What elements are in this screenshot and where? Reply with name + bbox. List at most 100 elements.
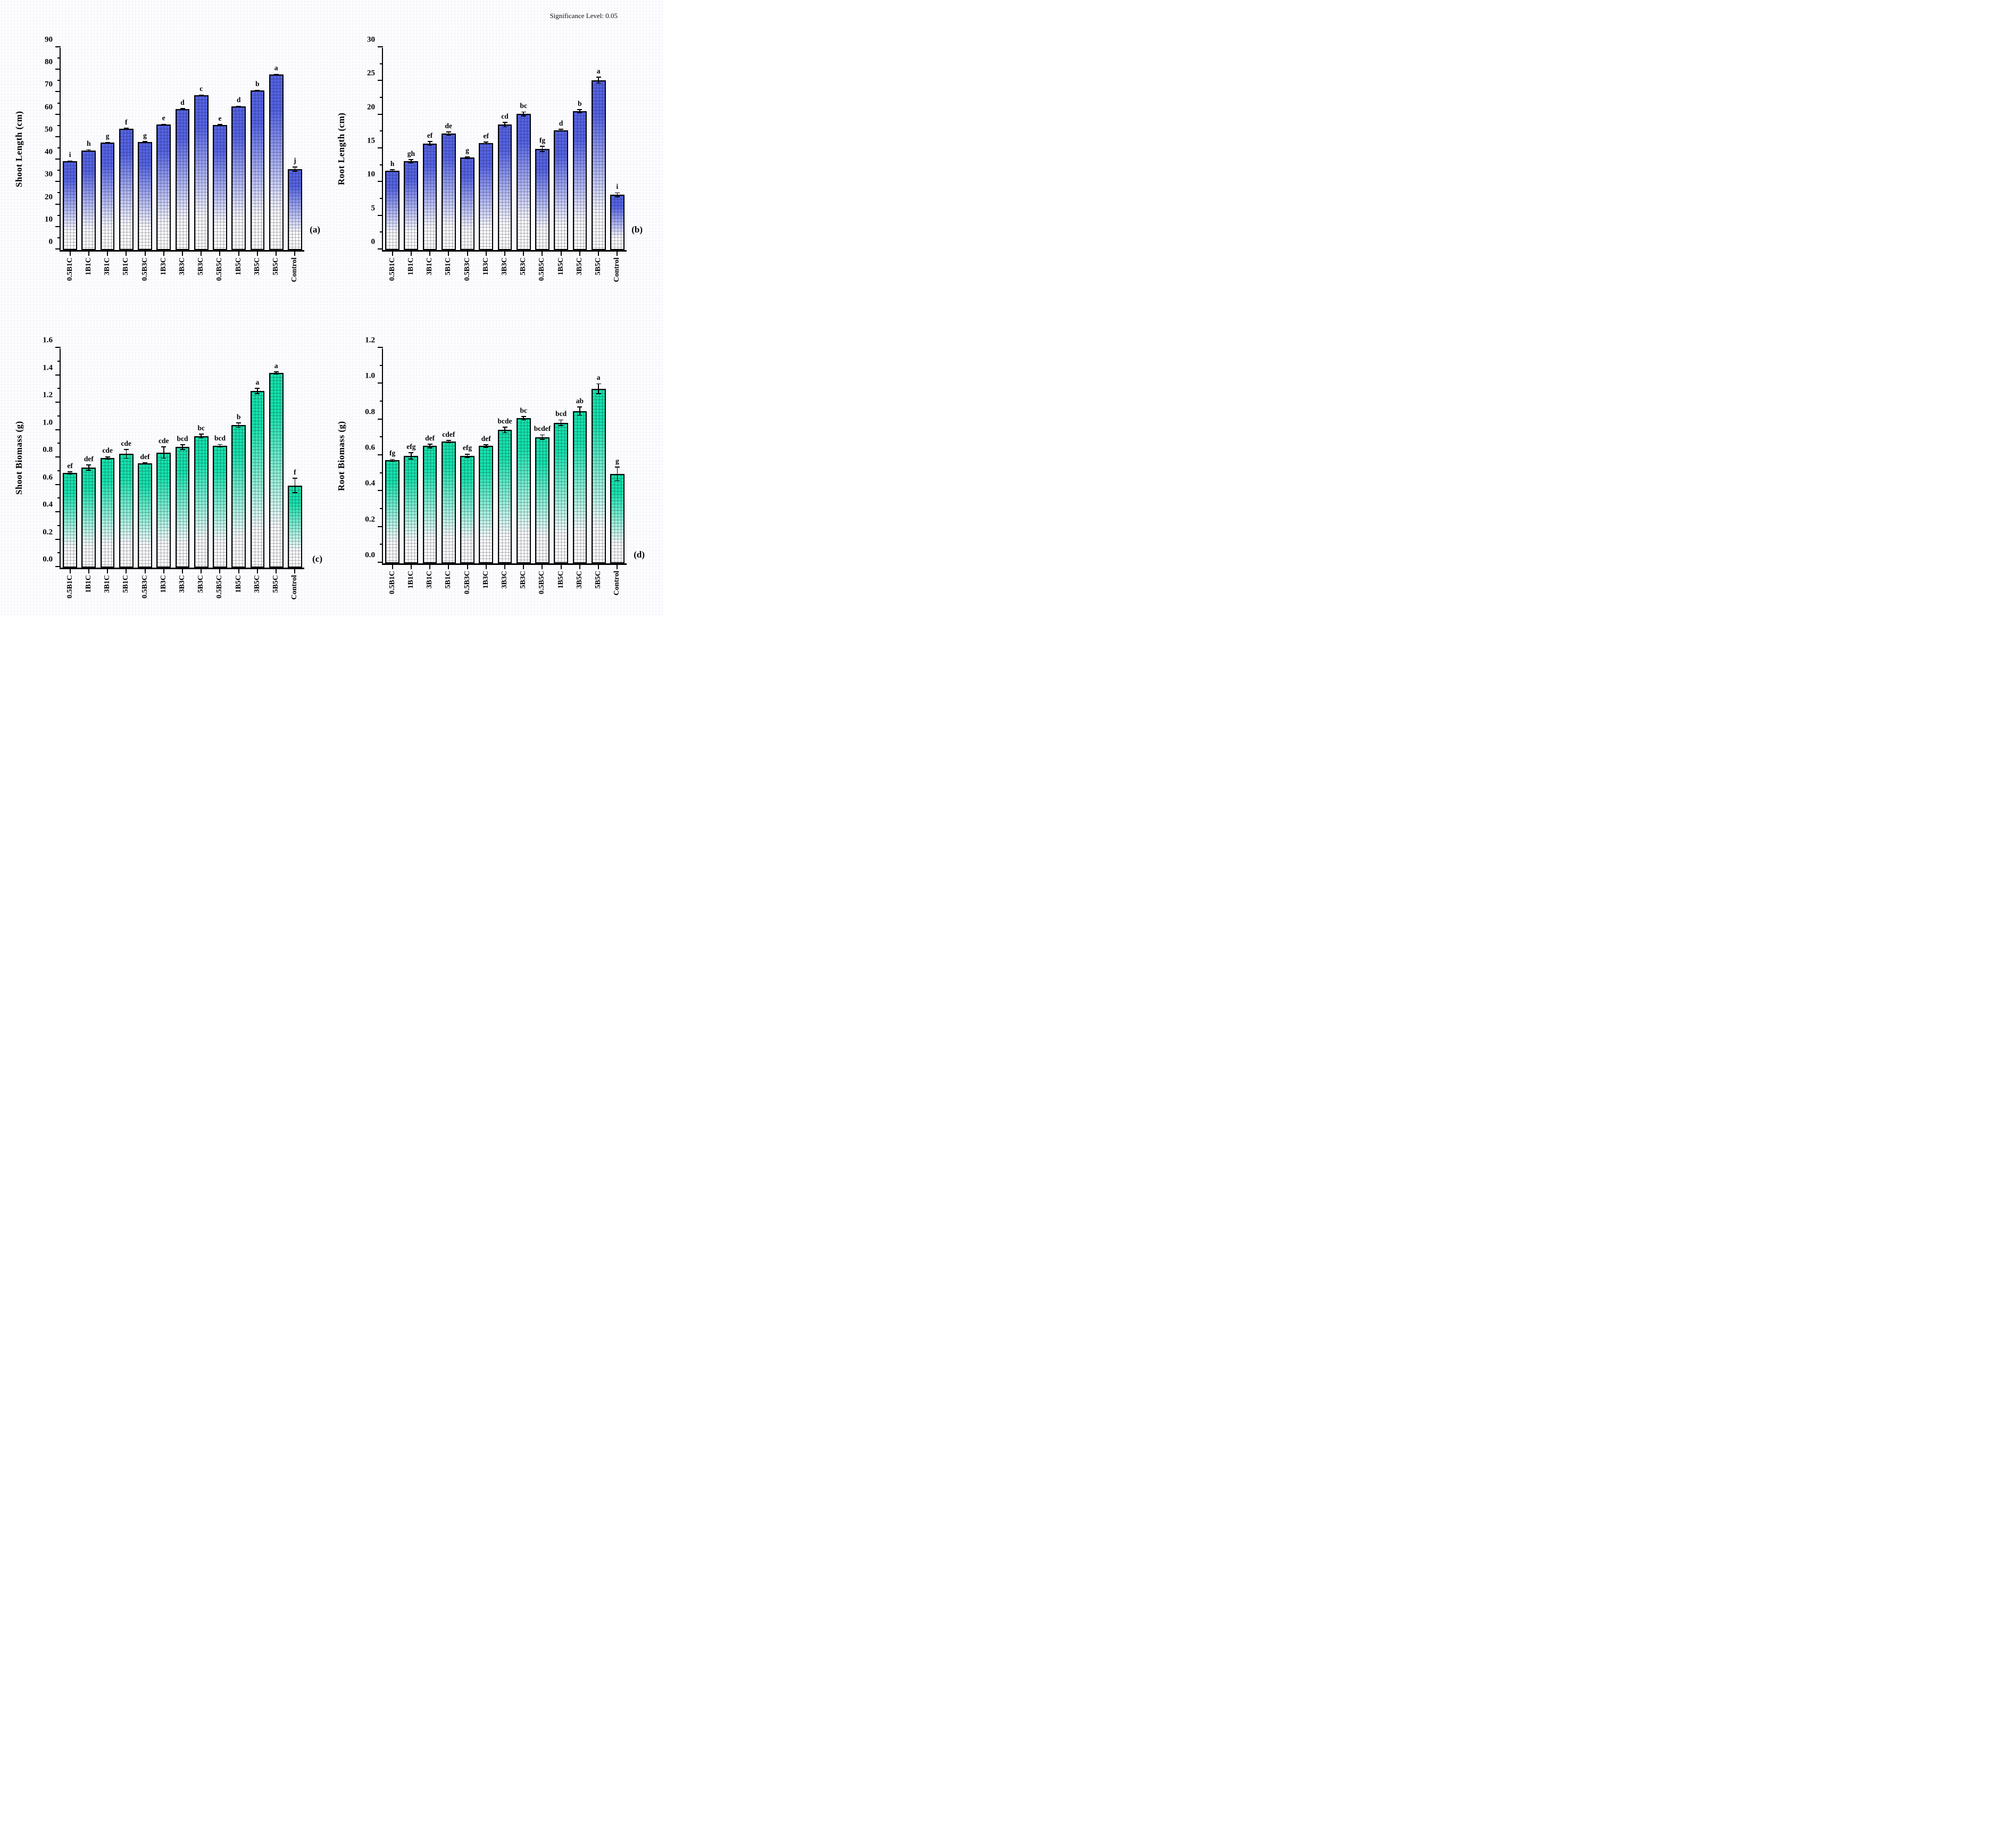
x-tick xyxy=(219,569,221,573)
error-bar-cap-bottom xyxy=(292,171,297,172)
error-bar-line xyxy=(504,427,505,434)
error-bar-line xyxy=(411,159,412,163)
x-tick xyxy=(182,252,183,256)
y-tick-major xyxy=(55,46,61,47)
y-tick-major xyxy=(55,566,61,567)
error-bar-line xyxy=(485,141,487,145)
error-bar-line xyxy=(107,141,108,144)
x-tick-label: 3B3C xyxy=(178,575,186,593)
y-tick-major xyxy=(55,374,61,376)
error-bar-cap-bottom xyxy=(161,457,166,459)
bar-3B5C xyxy=(572,411,587,563)
error-bar-line xyxy=(542,434,543,440)
y-tick-label: 50 xyxy=(45,125,53,134)
significance-letter: b xyxy=(578,99,582,107)
error-bar-line xyxy=(276,371,277,375)
x-tick xyxy=(579,565,580,569)
y-tick-major xyxy=(55,203,61,205)
y-tick-label: 70 xyxy=(45,80,53,89)
y-tick-major xyxy=(55,159,61,160)
figure-page: Significance Level: 0.05 Shoot Length (c… xyxy=(0,0,663,616)
error-bar-cap-top xyxy=(465,453,470,455)
error-bar-cap-bottom xyxy=(539,151,545,152)
y-tick-major xyxy=(378,147,383,148)
error-bar-cap-bottom xyxy=(465,158,470,159)
x-tick-label: 5B1C xyxy=(444,571,453,589)
significance-letter: cde xyxy=(102,446,113,455)
x-tick-label: 3B1C xyxy=(426,257,434,276)
error-bar-line xyxy=(88,464,89,471)
x-tick xyxy=(448,252,449,256)
significance-letter: h xyxy=(87,139,91,148)
error-bar-cap-top xyxy=(255,388,260,389)
significance-letter: ef xyxy=(427,131,433,139)
error-bar-cap-bottom xyxy=(577,414,582,416)
error-bar-cap-bottom xyxy=(255,393,260,394)
panel-label: (c) xyxy=(312,554,322,564)
x-tick-label: Control xyxy=(613,257,621,282)
significance-letter: bcd xyxy=(214,434,226,443)
significance-letter: g xyxy=(143,131,147,139)
error-bar-cap-bottom xyxy=(161,124,166,126)
x-tick xyxy=(392,252,393,256)
error-bar-line xyxy=(219,124,221,126)
significance-letter: cde xyxy=(159,436,169,445)
error-bar-cap-top xyxy=(161,446,166,447)
y-tick-minor xyxy=(380,401,383,402)
error-bar-cap-top xyxy=(180,444,185,445)
y-tick-major xyxy=(55,226,61,227)
error-bar-cap-top xyxy=(409,159,414,160)
x-tick xyxy=(617,252,618,256)
error-bar-cap-bottom xyxy=(105,459,110,460)
error-bar-line xyxy=(504,122,505,128)
error-bar-cap-top xyxy=(123,449,129,450)
y-tick-label: 5 xyxy=(371,204,376,213)
error-bar-cap-top xyxy=(521,111,526,113)
error-bar-cap-top xyxy=(577,406,582,408)
bar-5B1C xyxy=(119,128,134,250)
x-tick-label: 0.5B5C xyxy=(215,575,224,598)
y-tick-major xyxy=(55,91,61,93)
x-tick xyxy=(201,569,202,573)
panel-label: (a) xyxy=(310,224,320,235)
x-tick xyxy=(144,252,146,256)
bar-3B3C xyxy=(175,447,190,568)
bar-3B1C xyxy=(422,143,437,250)
x-tick xyxy=(410,565,412,569)
error-bar-cap-bottom xyxy=(198,95,204,96)
significance-letter: i xyxy=(69,151,71,159)
error-bar-cap-bottom xyxy=(180,448,185,450)
y-tick-minor xyxy=(57,80,61,81)
y-tick-minor xyxy=(57,360,61,362)
x-tick xyxy=(392,565,393,569)
error-bar-cap-bottom xyxy=(559,130,564,132)
error-bar-cap-bottom xyxy=(390,461,395,462)
x-tick-label: 0.5B1C xyxy=(388,571,396,594)
bar-3B3C xyxy=(497,124,512,250)
y-tick-major xyxy=(55,456,61,457)
error-bar-cap-bottom xyxy=(123,457,129,459)
y-tick-label: 1.0 xyxy=(365,371,375,380)
y-tick-label: 0.6 xyxy=(43,473,53,481)
x-tick xyxy=(429,565,431,569)
x-tick-label: 1B1C xyxy=(406,257,415,276)
y-tick-label: 0.4 xyxy=(365,479,375,488)
error-bar-line xyxy=(617,192,618,197)
x-tick xyxy=(201,252,202,256)
error-bar-line xyxy=(542,146,543,152)
x-tick xyxy=(107,252,109,256)
x-tick xyxy=(523,252,524,256)
significance-letter: b xyxy=(255,80,260,88)
y-tick-minor xyxy=(57,525,61,526)
bar-5B3C xyxy=(194,95,209,250)
error-bar-cap-bottom xyxy=(539,439,545,440)
x-tick-label: 1B5C xyxy=(234,575,243,593)
error-bar-line xyxy=(163,446,164,459)
x-tick xyxy=(598,565,600,569)
y-tick-label: 0.4 xyxy=(43,500,53,509)
y-tick-major xyxy=(55,511,61,512)
chart-grid: Shoot Length (cm) (a) 0 10 20 30 40 50 60 70 80 9… xyxy=(10,30,651,616)
bar-1B3C xyxy=(156,452,171,568)
bar-3B5C xyxy=(572,111,587,250)
x-tick-label: 1B5C xyxy=(556,257,565,276)
